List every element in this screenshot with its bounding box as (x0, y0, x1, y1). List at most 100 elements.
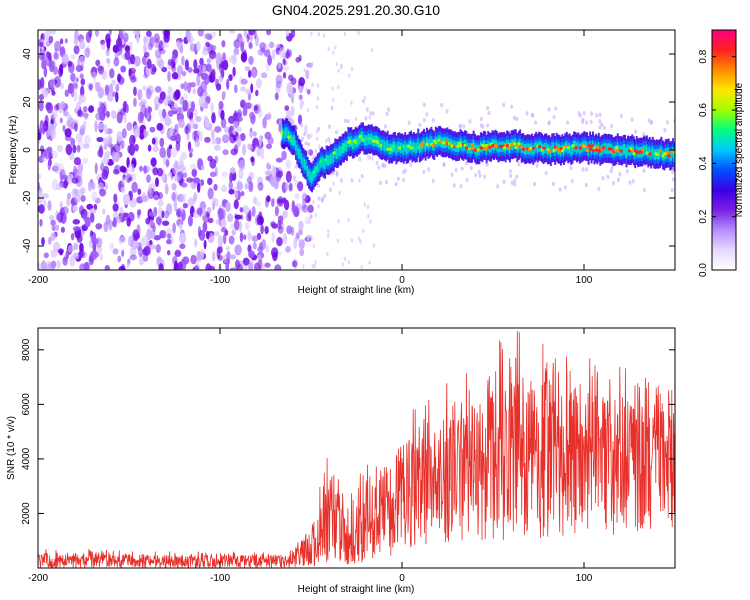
signal-band-inner (606, 143, 609, 154)
signal-band-inner (571, 143, 574, 155)
noise-speckle (88, 180, 92, 192)
noise-speckle (172, 222, 176, 234)
noise-speckle (292, 175, 297, 182)
noise-speckle (113, 57, 120, 67)
halo-speckle (566, 120, 570, 125)
noise-speckle (229, 133, 237, 144)
noise-speckle (129, 134, 136, 147)
halo-speckle (547, 121, 551, 126)
noise-speckle (119, 206, 124, 218)
noise-speckle (260, 224, 264, 235)
signal-peak (355, 138, 360, 143)
halo-speckle (427, 167, 431, 172)
signal-band-inner (627, 144, 629, 156)
noise-speckle (174, 89, 181, 100)
noise-speckle (170, 147, 178, 158)
noise-speckle (239, 207, 244, 213)
noise-speckle (197, 226, 202, 238)
noise-speckle (234, 214, 242, 220)
noise-speckle (187, 197, 195, 207)
noise-speckle (243, 234, 247, 241)
noise-speckle (95, 30, 99, 37)
noise-speckle (70, 138, 76, 146)
noise-speckle (173, 199, 177, 212)
noise-speckle (220, 218, 227, 229)
halo-speckle (485, 162, 489, 167)
noise-speckle (291, 205, 299, 214)
signal-peak (507, 146, 511, 150)
noise-speckle (118, 265, 126, 270)
halo-speckle (598, 119, 602, 124)
noise-speckle (311, 264, 314, 269)
noise-speckle (162, 108, 167, 119)
signal-peak (479, 146, 484, 150)
noise-speckle (103, 143, 108, 150)
noise-speckle (147, 144, 152, 152)
signal-peak (368, 137, 373, 141)
noise-speckle (61, 174, 68, 180)
noise-speckle (282, 232, 288, 245)
noise-speckle (200, 164, 205, 171)
snr-x-axis-title: Height of straight line (km) (298, 584, 415, 595)
noise-speckle (357, 236, 361, 241)
noise-speckle (163, 32, 170, 43)
noise-speckle (79, 242, 84, 253)
signal-peak (648, 152, 652, 156)
noise-speckle (266, 195, 271, 203)
noise-speckle (274, 92, 279, 101)
noise-speckle (167, 171, 173, 177)
noise-speckle (140, 99, 147, 106)
noise-speckle (148, 183, 152, 194)
noise-speckle (165, 159, 170, 168)
noise-speckle (116, 111, 123, 124)
noise-speckle (50, 232, 56, 241)
noise-speckle (285, 246, 291, 253)
noise-speckle (242, 144, 247, 156)
noise-speckle (233, 219, 240, 231)
noise-speckle (72, 204, 78, 212)
halo-speckle (597, 186, 601, 192)
noise-speckle (266, 30, 272, 36)
halo-speckle (407, 120, 411, 126)
halo-speckle (525, 111, 529, 116)
noise-speckle (248, 55, 254, 65)
y-tick-label: 0 (22, 147, 33, 153)
colorbar-tick-label: 0.8 (698, 49, 709, 63)
signal-band-inner (430, 136, 433, 147)
noise-speckle (222, 149, 229, 156)
noise-speckle (124, 50, 131, 61)
signal-peak (431, 144, 436, 148)
halo-speckle (634, 129, 638, 134)
noise-speckle (120, 65, 127, 73)
noise-speckle (212, 201, 216, 211)
noise-speckle (327, 46, 330, 52)
noise-speckle (64, 38, 68, 44)
noise-speckle (257, 109, 263, 118)
signal-band-inner (353, 138, 356, 149)
noise-speckle (334, 45, 337, 50)
noise-speckle (171, 192, 176, 202)
halo-speckle (462, 124, 466, 129)
noise-speckle (206, 63, 212, 72)
noise-speckle (99, 253, 103, 261)
noise-speckle (98, 65, 105, 75)
noise-speckle (282, 59, 288, 66)
noise-speckle (271, 231, 276, 243)
signal-peak (494, 143, 498, 148)
halo-speckle (483, 174, 487, 179)
halo-speckle (422, 169, 426, 175)
noise-speckle (82, 157, 89, 164)
noise-speckle (109, 68, 115, 79)
noise-speckle (163, 98, 169, 107)
noise-speckle (38, 173, 42, 180)
signal-band-inner (651, 145, 654, 157)
noise-speckle (269, 41, 275, 49)
noise-speckle (306, 89, 311, 95)
noise-speckle (78, 55, 86, 66)
noise-speckle (266, 143, 272, 150)
noise-speckle (325, 138, 328, 144)
noise-speckle (121, 128, 127, 139)
noise-speckle (265, 170, 272, 176)
noise-speckle (229, 254, 236, 260)
noise-speckle (158, 263, 164, 270)
